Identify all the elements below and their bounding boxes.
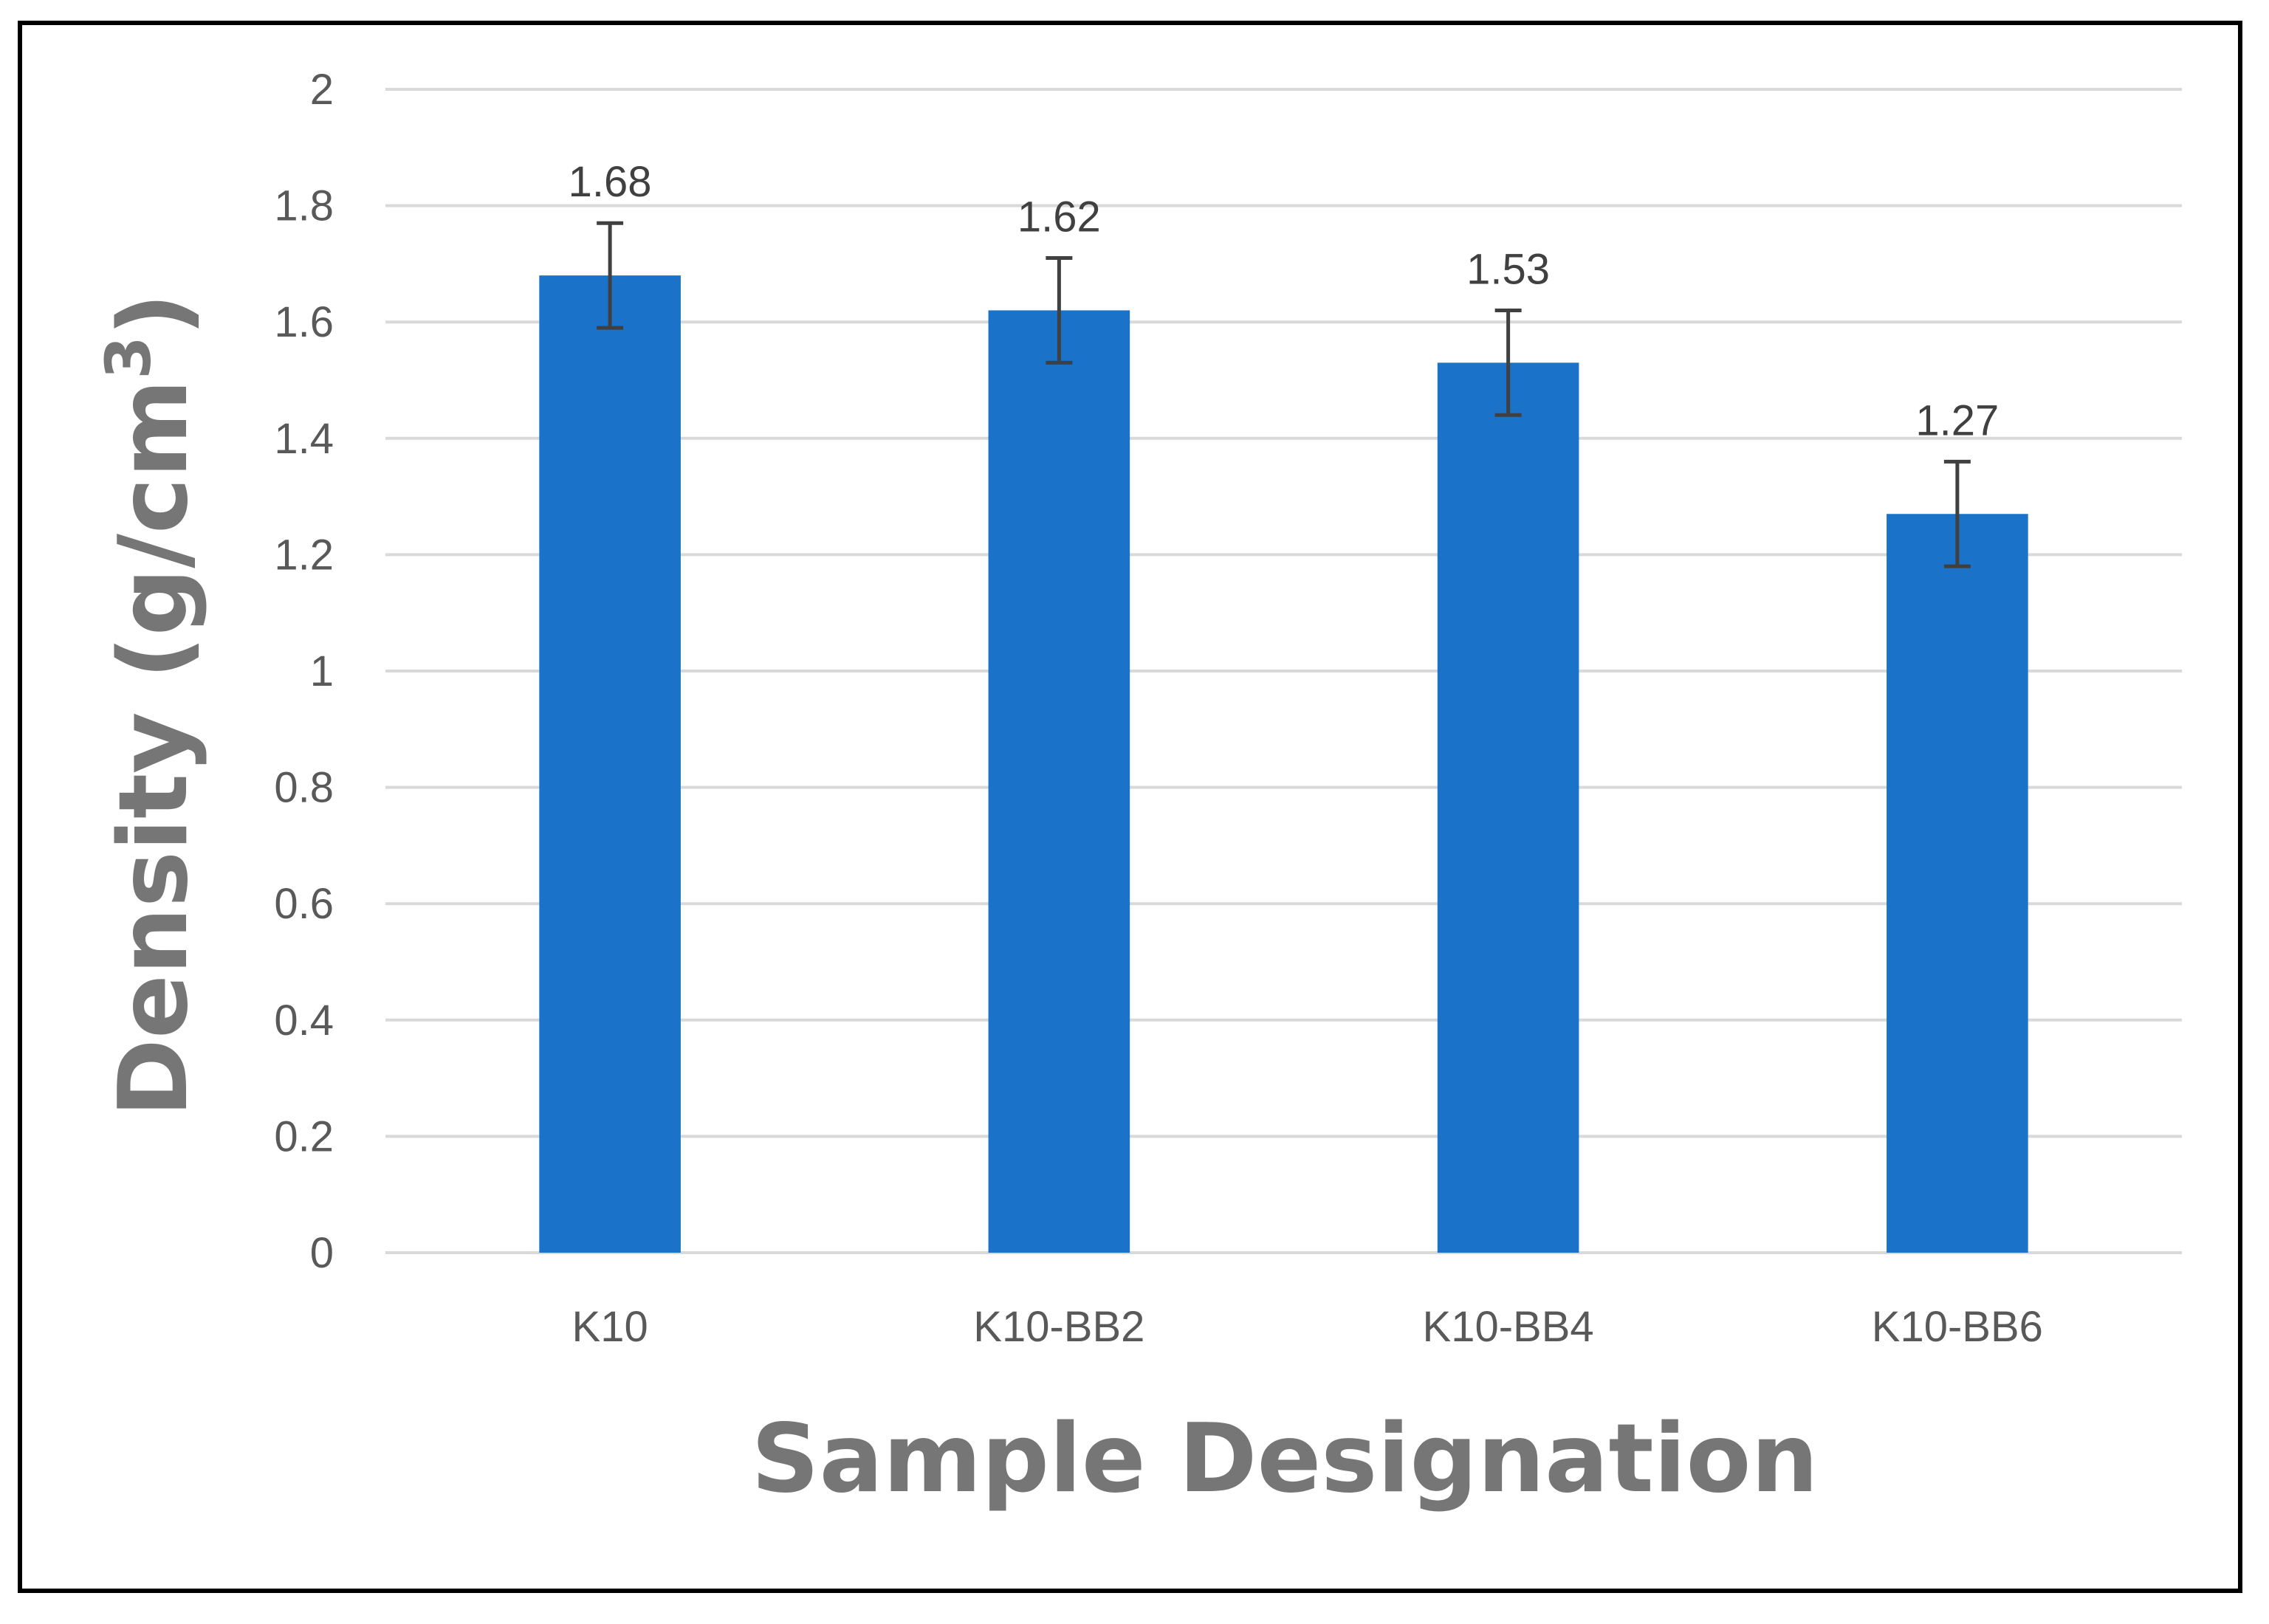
y-tick-label: 1.6	[274, 298, 334, 346]
error-bar	[597, 221, 624, 330]
data-label: 1.53	[1466, 245, 1550, 293]
y-tick-label: 1.4	[274, 415, 334, 463]
data-label: 1.62	[1017, 193, 1101, 241]
x-tick-label: K10-BB2	[973, 1303, 1144, 1351]
x-tick-label: K10	[572, 1303, 648, 1351]
data-labels: 1.68 1.62 1.53 1.27	[569, 158, 1999, 444]
y-axis-title-main: Density (g/cm	[99, 379, 209, 1118]
x-axis-title: Sample Designation	[751, 1404, 1818, 1514]
y-tick-label: 0.2	[274, 1112, 334, 1160]
y-tick-label: 0.4	[274, 997, 334, 1045]
gridlines	[385, 88, 2182, 1254]
bar-k10-bb2	[988, 310, 1130, 1253]
bar-k10	[539, 275, 681, 1253]
y-tick-label: 1.8	[274, 182, 334, 230]
data-label: 1.27	[1915, 396, 1999, 444]
bar-k10-bb4	[1437, 362, 1579, 1253]
x-tick-label: K10-BB4	[1423, 1303, 1594, 1351]
error-bar	[1046, 256, 1073, 365]
data-label: 1.68	[569, 158, 652, 206]
y-axis-title-close: )	[99, 293, 209, 337]
y-axis-title-superscript: 3	[92, 336, 165, 379]
bars	[539, 275, 2028, 1253]
y-tick-label: 2	[310, 66, 334, 114]
y-tick-label: 0.6	[274, 880, 334, 928]
x-tick-label: K10-BB6	[1872, 1303, 2043, 1351]
error-bars	[597, 221, 1971, 568]
error-bar	[1494, 308, 1522, 417]
y-tick-label: 0.8	[274, 764, 334, 812]
bar-k10-bb6	[1887, 514, 2028, 1253]
chart-frame	[18, 21, 2242, 1593]
y-tick-label: 0	[310, 1229, 334, 1277]
y-axis-ticks: 0 0.2 0.4 0.6 0.8 1 1.2 1.4 1.6 1.8 2	[274, 66, 334, 1277]
y-axis-title: Density (g/cm3)	[92, 293, 209, 1118]
y-tick-label: 1.2	[274, 531, 334, 579]
x-axis-ticks: K10 K10-BB2 K10-BB4 K10-BB6	[572, 1303, 2043, 1351]
error-bar	[1943, 459, 1971, 568]
y-tick-label: 1	[310, 647, 334, 695]
